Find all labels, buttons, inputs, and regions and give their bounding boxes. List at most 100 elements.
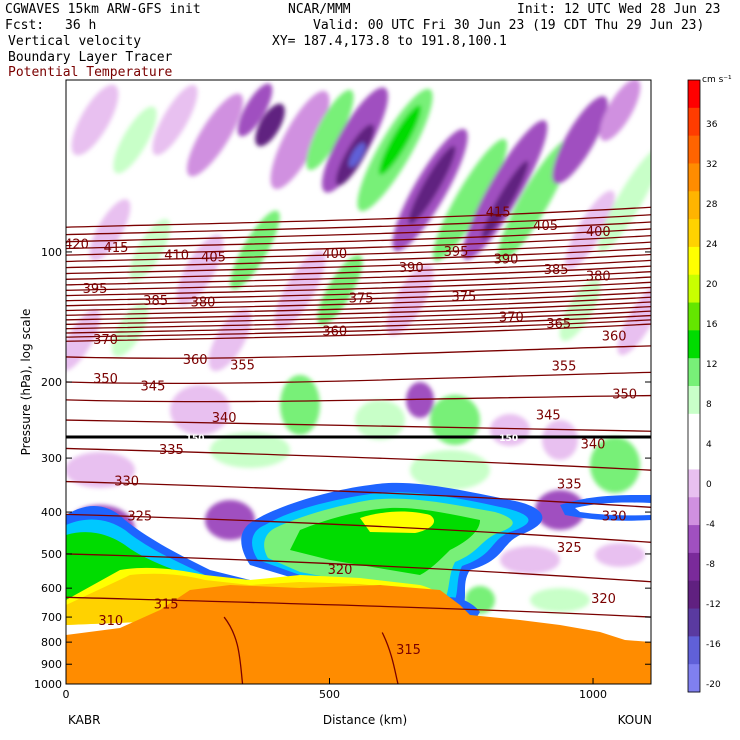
header-fcst-label: Fcst: — [5, 18, 45, 33]
header-valid: Valid: 00 UTC Fri 30 Jun 23 (19 CDT Thu … — [313, 18, 705, 33]
colorbar-label: 0 — [706, 480, 712, 490]
theta-label: 360 — [322, 325, 347, 340]
theta-label: 330 — [602, 510, 627, 525]
header-field2: Boundary Layer Tracer — [8, 50, 173, 65]
x-tick-label: 0 — [63, 688, 70, 701]
ground-fill — [66, 585, 651, 684]
theta-contour — [66, 371, 651, 385]
theta-label: 325 — [127, 510, 152, 525]
colorbar-label: 16 — [706, 320, 718, 330]
theta-label: 395 — [444, 245, 469, 260]
header-xy: XY= 187.4,173.8 to 191.8,100.1 — [272, 34, 507, 49]
x-axis-left-end-label: KABR — [68, 713, 100, 727]
y-tick-label: 400 — [41, 506, 62, 519]
theta-contour — [66, 214, 651, 236]
y-axis: 100 200 300 400 500 600 700 800 900 1000 — [34, 246, 651, 691]
theta-label: 350 — [612, 388, 637, 403]
theta-contour — [66, 394, 651, 403]
theta-label: 315 — [396, 643, 421, 658]
colorbar-swatch — [688, 413, 700, 443]
potential-temperature-contours — [66, 206, 651, 684]
theta-label: 310 — [98, 614, 123, 629]
header-fcst-value: 36 h — [65, 18, 97, 33]
colorbar-swatch — [688, 330, 700, 359]
theta-label: 325 — [557, 541, 582, 556]
colorbar-swatch — [688, 441, 700, 470]
theta-label: 335 — [159, 443, 184, 458]
theta-label: 420 — [64, 237, 89, 252]
colorbar-swatch — [688, 580, 700, 610]
header-init: Init: 12 UTC Wed 28 Jun 23 — [517, 2, 721, 17]
theta-label: 345 — [141, 380, 166, 395]
x-axis-right-end-label: KOUN — [618, 713, 652, 727]
header-org: NCAR/MMM — [288, 2, 351, 17]
theta-contour — [66, 265, 651, 286]
header-field1: Vertical velocity — [8, 34, 142, 49]
colorbar-label: 28 — [706, 200, 718, 210]
theta-label-layer: 420 415 410 405 400 395 415 405 400 390 390 385 380 3… — [64, 205, 637, 658]
colorbar-swatch — [688, 386, 700, 415]
theta-label: 410 — [164, 249, 189, 264]
theta-label: 390 — [399, 261, 424, 276]
theta-label: 395 — [83, 282, 108, 297]
colorbar-swatch — [688, 107, 700, 137]
y-axis-title: Pressure (hPa), log scale — [19, 309, 33, 456]
theta-label: 385 — [143, 294, 168, 309]
theta-contour — [66, 305, 651, 325]
theta-contour — [66, 319, 651, 338]
vertical-velocity-field: 420 415 410 405 400 395 415 405 400 390 390 385 380 3… — [64, 80, 651, 684]
colorbar-label: 4 — [706, 440, 712, 450]
theta-label: 400 — [322, 247, 347, 262]
y-tick-label: 200 — [41, 376, 62, 389]
upper-wave-pattern — [66, 80, 651, 372]
theta-label: 405 — [201, 250, 226, 265]
theta-label: 360 — [602, 330, 627, 345]
theta-contour — [66, 291, 651, 312]
colorbar-swatch — [688, 274, 700, 304]
header-field3: Potential Temperature — [8, 65, 173, 80]
theta-contour — [66, 241, 651, 263]
y-tick-label: 500 — [41, 548, 62, 561]
theta-contour — [66, 228, 651, 250]
theta-contour — [66, 271, 651, 291]
theta-contour — [66, 301, 651, 321]
theta-label: 390 — [494, 252, 519, 267]
theta-contour — [66, 235, 651, 256]
colorbar-swatch — [688, 469, 700, 498]
theta-contour — [66, 296, 651, 316]
colorbar-label: -12 — [706, 600, 721, 610]
theta-contour — [66, 480, 651, 508]
x-axis: 0 500 1000 — [63, 678, 607, 701]
theta-label: 365 — [546, 317, 571, 332]
x-tick-label: 1000 — [579, 688, 607, 701]
colorbar-swatch — [688, 80, 700, 109]
colorbar-label: -20 — [706, 680, 721, 690]
theta-contour — [66, 281, 651, 302]
y-tick-label: 300 — [41, 452, 62, 465]
colorbar-label: 12 — [706, 360, 717, 370]
theta-label: 415 — [104, 241, 129, 256]
colorbar-unit: cm s⁻¹ — [702, 75, 732, 85]
colorbar-swatch — [688, 608, 700, 637]
y-tick-label: 800 — [41, 636, 62, 649]
theta-label: 375 — [349, 291, 374, 306]
colorbar-swatch — [688, 525, 700, 554]
theta-contour — [66, 345, 651, 359]
colorbar-frame — [687, 79, 701, 693]
colorbar-swatch — [688, 219, 700, 248]
theta-contour — [66, 206, 651, 228]
theta-label: 340 — [212, 411, 237, 426]
theta-contour — [66, 253, 651, 275]
theta-contour — [66, 314, 651, 334]
colorbar-label: 32 — [706, 160, 717, 170]
colorbar-swatch — [688, 135, 700, 164]
theta-label: 315 — [154, 598, 179, 613]
colorbar-label: 20 — [706, 280, 718, 290]
theta-contour — [381, 632, 399, 684]
theta-label: 370 — [93, 333, 118, 348]
colorbar-label: 24 — [706, 240, 718, 250]
theta-label: 330 — [114, 475, 139, 490]
theta-label: 355 — [552, 359, 577, 374]
theta-label: 320 — [591, 592, 616, 607]
